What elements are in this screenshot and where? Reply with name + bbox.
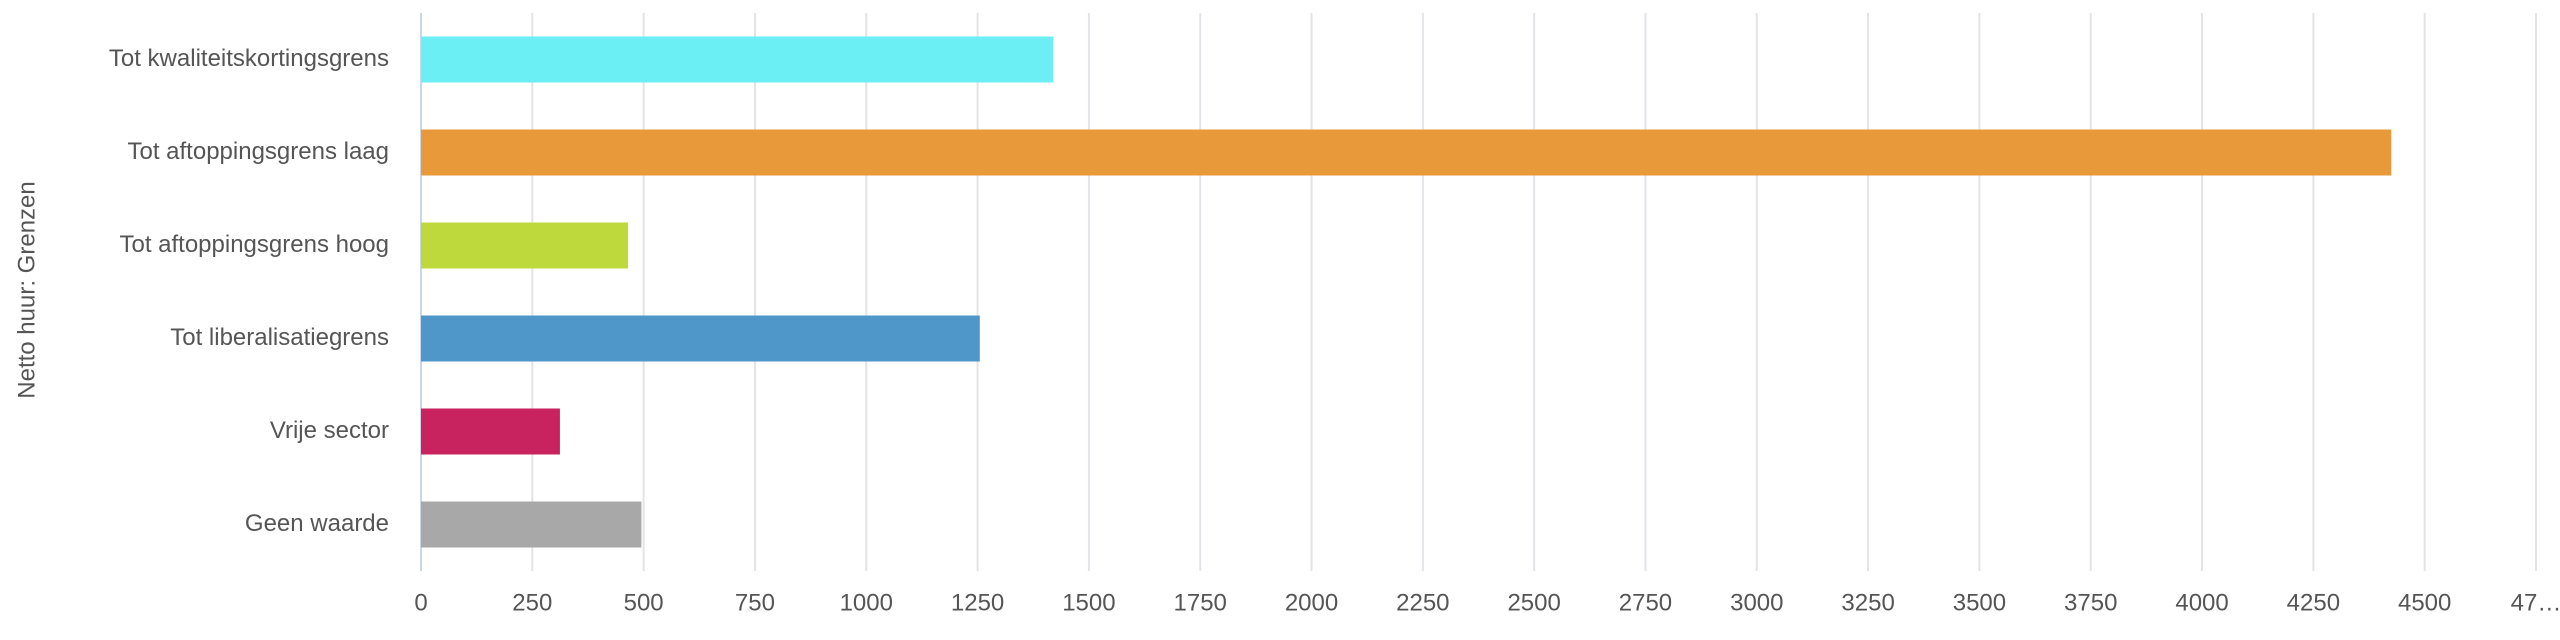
y-tick-label: Vrije sector: [270, 417, 389, 444]
x-tick-label: 4250: [2287, 589, 2340, 616]
x-tick-label: 1500: [1062, 589, 1115, 616]
bar: [421, 408, 560, 455]
x-tick-label: 4000: [2175, 589, 2228, 616]
x-tick-label: 0: [414, 589, 427, 616]
bar: [421, 315, 980, 362]
x-tick-label: 3750: [2064, 589, 2117, 616]
x-tick-label: 500: [624, 589, 664, 616]
x-tick-label: 4500: [2398, 589, 2451, 616]
y-axis-title: Netto huur: Grenzen: [13, 181, 40, 398]
bar: [421, 501, 642, 548]
y-tick-label: Tot aftoppingsgrens hoog: [119, 231, 389, 258]
x-tick-label: 750: [735, 589, 775, 616]
x-tick-label: 47…: [2511, 589, 2560, 616]
y-tick-label: Geen waarde: [245, 510, 389, 537]
x-tick-label: 2750: [1619, 589, 1672, 616]
bar: [421, 36, 1054, 83]
x-tick-label: 3000: [1730, 589, 1783, 616]
x-tick-label: 1000: [840, 589, 893, 616]
x-tick-label: 2500: [1507, 589, 1560, 616]
x-tick-label: 250: [512, 589, 552, 616]
x-tick-label: 1750: [1174, 589, 1227, 616]
x-tick-label: 1250: [951, 589, 1004, 616]
y-tick-label: Tot liberalisatiegrens: [170, 324, 389, 351]
bar: [421, 222, 629, 269]
y-tick-label: Tot kwaliteitskortingsgrens: [109, 45, 389, 72]
y-tick-label: Tot aftoppingsgrens laag: [127, 138, 389, 165]
x-tick-label: 2250: [1396, 589, 1449, 616]
x-tick-label: 3250: [1841, 589, 1894, 616]
bar: [421, 129, 2392, 176]
x-tick-label: 2000: [1285, 589, 1338, 616]
x-tick-label: 3500: [1953, 589, 2006, 616]
